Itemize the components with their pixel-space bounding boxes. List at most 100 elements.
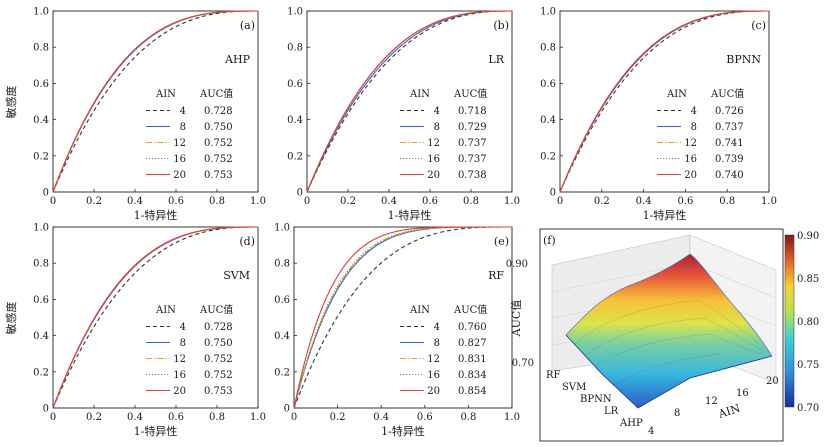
- x-tick-label: 1.0: [761, 196, 777, 207]
- legend-auc-20: 0.854: [458, 386, 487, 397]
- y-tick-label: 0.4: [33, 331, 49, 342]
- y-tick-label: 0.2: [33, 367, 49, 378]
- x-tick-label: 0.4: [373, 412, 389, 423]
- y-tick-label: 0.8: [274, 259, 290, 270]
- x-tick-label: 0: [50, 412, 56, 423]
- roc-curve-ain-20: [52, 10, 258, 193]
- y-tick-label: 0.2: [33, 151, 49, 162]
- legend-ain-20: 20: [427, 170, 440, 181]
- roc-curve-ain-20: [52, 226, 258, 409]
- colorbar: 0.90 0.85 0.80 0.75 0.70: [784, 231, 819, 414]
- x-axis-label: 1-特异性: [134, 424, 178, 438]
- legend-auc-16: 0.739: [715, 154, 744, 165]
- legend-ain-16: 16: [427, 154, 440, 165]
- y-tick-label: 1.0: [274, 223, 290, 234]
- legend-ain-20: 20: [173, 386, 186, 397]
- colorbar-tick-0.90: 0.90: [797, 231, 819, 242]
- model-tick-ahp: AHP: [619, 418, 643, 429]
- x-tick-label: 0.8: [209, 412, 225, 423]
- panel-tag: (f): [543, 234, 556, 247]
- legend-header-ain: AIN: [155, 305, 176, 316]
- x-tick-label: 0.2: [330, 412, 346, 423]
- y-tick-label: 0: [550, 188, 556, 199]
- legend-auc-12: 0.752: [204, 354, 233, 365]
- ain-tick-12: 12: [705, 396, 718, 407]
- legend-auc-4: 0.760: [458, 322, 487, 333]
- roc-panel-b: 00 0.2 0.2 0.4 0.4 0.6 0.6 0.8 0.8 1.0 1.0 1-特异性 (b)…: [287, 7, 520, 223]
- x-tick-label: 0.6: [677, 196, 693, 207]
- legend-auc-8: 0.827: [458, 338, 487, 349]
- roc-curve-ain-4: [293, 226, 512, 409]
- x-tick-label: 0: [304, 196, 310, 207]
- model-tick-lr: LR: [604, 406, 619, 417]
- z-tick-0.70: 0.70: [512, 358, 534, 369]
- x-tick-label: 0.6: [417, 412, 433, 423]
- legend-ain-4: 4: [434, 322, 440, 333]
- legend-auc-4: 0.728: [204, 322, 233, 333]
- legend-ain-12: 12: [173, 354, 186, 365]
- model-name: BPNN: [726, 53, 761, 66]
- legend-ain-12: 12: [427, 138, 440, 149]
- legend-ain-16: 16: [427, 370, 440, 381]
- plot-frame: [52, 226, 259, 409]
- y-tick-label: 0.6: [540, 79, 556, 90]
- x-tick-label: 0.2: [86, 196, 102, 207]
- legend-header-auc: AUC值: [453, 303, 487, 316]
- plot-frame: [293, 226, 513, 409]
- panel-tag: (c): [751, 19, 766, 32]
- x-axis-label: 1-特异性: [388, 208, 432, 222]
- colorbar-gradient: [784, 234, 795, 408]
- y-tick-label: 0: [297, 188, 303, 199]
- ain-axis-ticks: 4 8 12 16 20: [648, 376, 779, 437]
- legend-auc-12: 0.752: [204, 138, 233, 149]
- x-tick-label: 1.0: [504, 412, 520, 423]
- y-tick-label: 1.0: [287, 7, 303, 18]
- legend-header-ain: AIN: [409, 89, 430, 100]
- x-tick-label: 0.6: [168, 412, 184, 423]
- roc-panel-d: 敏感度 00 0.2 0.2 0.4 0.4 0.6 0.6 0.8 0.8 1.0 1.0 1-特异…: [4, 223, 266, 439]
- y-tick-label: 0.2: [287, 151, 303, 162]
- legend-auc-20: 0.753: [204, 386, 233, 397]
- y-tick-label: 0.6: [33, 295, 49, 306]
- roc-curve-ain-20: [293, 226, 512, 409]
- y-tick-label: 0.8: [540, 43, 556, 54]
- legend-auc-16: 0.752: [204, 154, 233, 165]
- legend-ain-20: 20: [173, 170, 186, 181]
- x-tick-label: 0.8: [463, 196, 479, 207]
- legend-header-ain: AIN: [666, 89, 687, 100]
- x-tick-label: 0.2: [594, 196, 610, 207]
- y-tick-label: 0.6: [274, 295, 290, 306]
- panel-tag: (a): [240, 19, 255, 32]
- y-tick-label: 0.6: [33, 79, 49, 90]
- z-tick-0.90: 0.90: [506, 259, 528, 270]
- plot-frame: [559, 10, 770, 193]
- surface-mesh: [574, 299, 769, 387]
- panel-tag: (b): [493, 19, 509, 32]
- model-name: RF: [488, 269, 504, 282]
- plot-frame: [52, 10, 259, 193]
- legend-ain-20: 20: [427, 386, 440, 397]
- x-tick-label: 0: [557, 196, 563, 207]
- x-tick-label: 0.2: [86, 412, 102, 423]
- legend-header-auc: AUC值: [199, 303, 233, 316]
- legend-auc-12: 0.741: [715, 138, 744, 149]
- legend-auc-12: 0.831: [458, 354, 487, 365]
- x-tick-label: 1.0: [250, 196, 266, 207]
- legend-ain-4: 4: [180, 322, 186, 333]
- ain-tick-8: 8: [674, 408, 680, 419]
- x-tick-label: 0.2: [340, 196, 356, 207]
- model-name: SVM: [223, 269, 250, 282]
- legend-auc-8: 0.729: [458, 122, 487, 133]
- x-tick-label: 0.8: [719, 196, 735, 207]
- y-tick-label: 1.0: [540, 7, 556, 18]
- legend-auc-8: 0.750: [204, 122, 233, 133]
- y-tick-label: 0.6: [287, 79, 303, 90]
- y-tick-label: 0.4: [33, 115, 49, 126]
- x-axis-label: 1-特异性: [643, 208, 687, 222]
- ain-tick-20: 20: [766, 376, 779, 387]
- model-name: LR: [488, 53, 504, 66]
- y-tick-label: 0.4: [274, 331, 290, 342]
- y-tick-label: 0: [43, 404, 49, 415]
- surface-panel-f: (f) 0.90 0.70 AUC值 RF SVM: [506, 228, 784, 442]
- y-tick-label: 0.8: [33, 43, 49, 54]
